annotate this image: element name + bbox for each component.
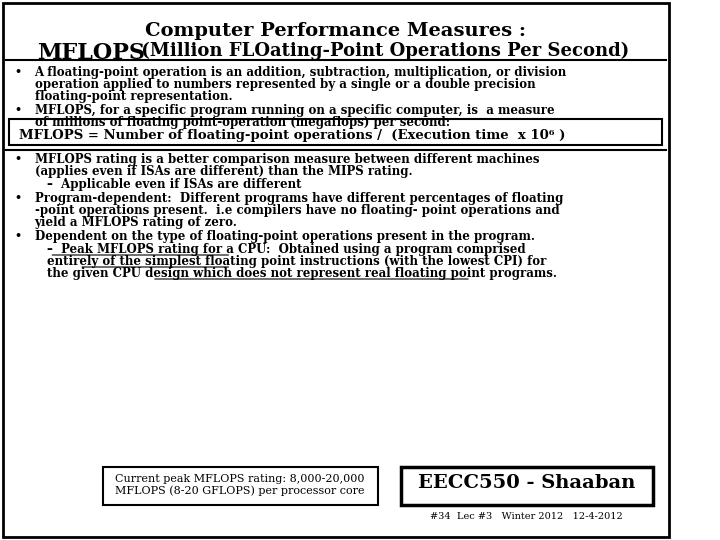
Text: •: •: [14, 66, 21, 77]
Text: •: •: [14, 192, 21, 203]
Text: –  Applicable even if ISAs are different: – Applicable even if ISAs are different: [47, 178, 301, 191]
Text: MFLOPS = Number of floating-point operations /  (Execution time  x 10⁶ ): MFLOPS = Number of floating-point operat…: [19, 129, 565, 142]
Text: of millions of floating point-operation (megaflops) per second:: of millions of floating point-operation …: [35, 116, 449, 129]
FancyBboxPatch shape: [3, 3, 669, 537]
Text: (Million FLOating-Point Operations Per Second): (Million FLOating-Point Operations Per S…: [135, 42, 629, 60]
Text: •: •: [14, 104, 21, 115]
Text: entirely of the simplest floating point instructions (with the lowest CPI) for: entirely of the simplest floating point …: [47, 255, 546, 268]
FancyBboxPatch shape: [102, 467, 378, 505]
Text: #34  Lec #3   Winter 2012   12-4-2012: #34 Lec #3 Winter 2012 12-4-2012: [431, 512, 624, 521]
Text: Program-dependent:  Different programs have different percentages of floating: Program-dependent: Different programs ha…: [35, 192, 563, 205]
FancyBboxPatch shape: [9, 119, 662, 145]
Text: MFLOPS: MFLOPS: [37, 42, 145, 64]
Text: operation applied to numbers represented by a single or a double precision: operation applied to numbers represented…: [35, 78, 535, 91]
Text: –  Peak MFLOPS rating for a CPU:  Obtained using a program comprised: – Peak MFLOPS rating for a CPU: Obtained…: [47, 243, 526, 256]
Text: MFLOPS rating is a better comparison measure between different machines: MFLOPS rating is a better comparison mea…: [35, 153, 539, 166]
Text: •: •: [14, 153, 21, 164]
Text: floating-point representation.: floating-point representation.: [35, 90, 232, 103]
Text: (applies even if ISAs are different) than the MIPS rating.: (applies even if ISAs are different) tha…: [35, 165, 412, 178]
Text: Dependent on the type of floating-point operations present in the program.: Dependent on the type of floating-point …: [35, 230, 534, 243]
FancyBboxPatch shape: [401, 467, 653, 505]
Text: A floating-point operation is an addition, subtraction, multiplication, or divis: A floating-point operation is an additio…: [35, 66, 567, 79]
Text: MFLOPS, for a specific program running on a specific computer, is  a measure: MFLOPS, for a specific program running o…: [35, 104, 554, 117]
Text: •: •: [14, 230, 21, 241]
Text: EECC550 - Shaaban: EECC550 - Shaaban: [418, 474, 636, 492]
Text: -point operations present.  i.e compilers have no floating- point operations and: -point operations present. i.e compilers…: [35, 204, 559, 217]
Text: Current peak MFLOPS rating: 8,000-20,000
MFLOPS (8-20 GFLOPS) per processor core: Current peak MFLOPS rating: 8,000-20,000…: [115, 474, 364, 496]
Text: Computer Performance Measures :: Computer Performance Measures :: [145, 22, 526, 40]
Text: the given CPU design which does not represent real floating point programs.: the given CPU design which does not repr…: [47, 267, 557, 280]
Text: yield a MFLOPS rating of zero.: yield a MFLOPS rating of zero.: [35, 216, 238, 229]
